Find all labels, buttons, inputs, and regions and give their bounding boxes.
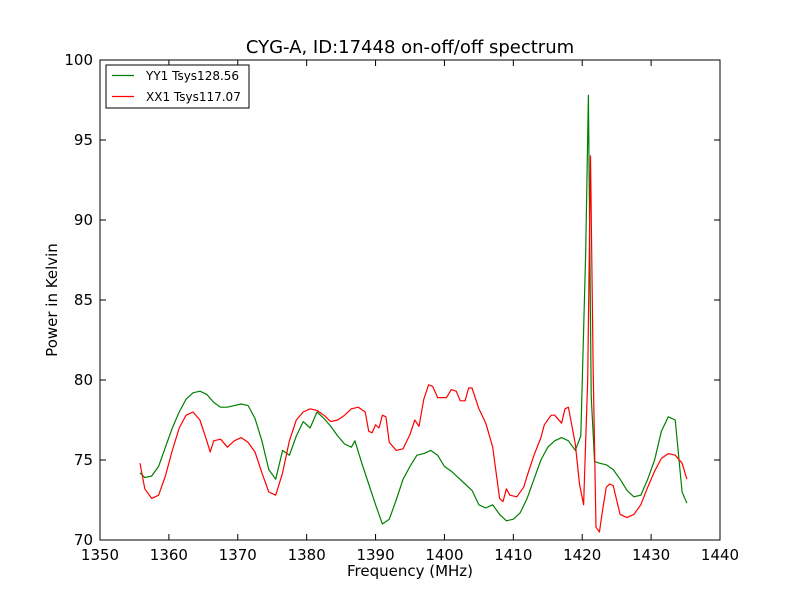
x-tick-label: 1380 (288, 546, 326, 564)
series-layer (139, 94, 688, 533)
legend-label-xx1: XX1 Tsys117.07 (146, 90, 241, 104)
x-tick-label: 1400 (425, 546, 463, 564)
y-tick-label: 85 (74, 291, 93, 309)
x-tick-label: 1350 (81, 546, 119, 564)
y-tick-label: 75 (74, 451, 93, 469)
x-tick-label: 1390 (356, 546, 394, 564)
x-axis-label: Frequency (MHz) (347, 562, 473, 580)
x-tick-label: 1430 (632, 546, 670, 564)
x-axis-ticks: 1350 1360 1370 1380 1390 1400 1410 1420 1430 1440 (81, 60, 739, 564)
x-tick-label: 1440 (701, 546, 739, 564)
chart-title: CYG-A, ID:17448 on-off/off spectrum (246, 37, 574, 58)
legend: YY1 Tsys128.56 XX1 Tsys117.07 (105, 64, 250, 109)
x-tick-label: 1410 (494, 546, 532, 564)
y-axis-label: Power in Kelvin (43, 243, 61, 357)
legend-label-yy1: YY1 Tsys128.56 (145, 69, 239, 83)
x-tick-label: 1420 (563, 546, 601, 564)
y-tick-label: 70 (74, 531, 93, 549)
y-tick-label: 90 (74, 211, 93, 229)
y-tick-label: 80 (74, 371, 93, 389)
plot-frame (99, 59, 721, 541)
legend-box (105, 64, 250, 109)
y-axis-ticks: 70 75 80 85 90 95 100 (64, 51, 720, 549)
plot-area (100, 60, 720, 540)
y-tick-label: 95 (74, 131, 93, 149)
series-line-xx1 (139, 155, 688, 533)
y-tick-label: 100 (64, 51, 93, 69)
x-tick-label: 1370 (219, 546, 257, 564)
x-tick-label: 1360 (150, 546, 188, 564)
